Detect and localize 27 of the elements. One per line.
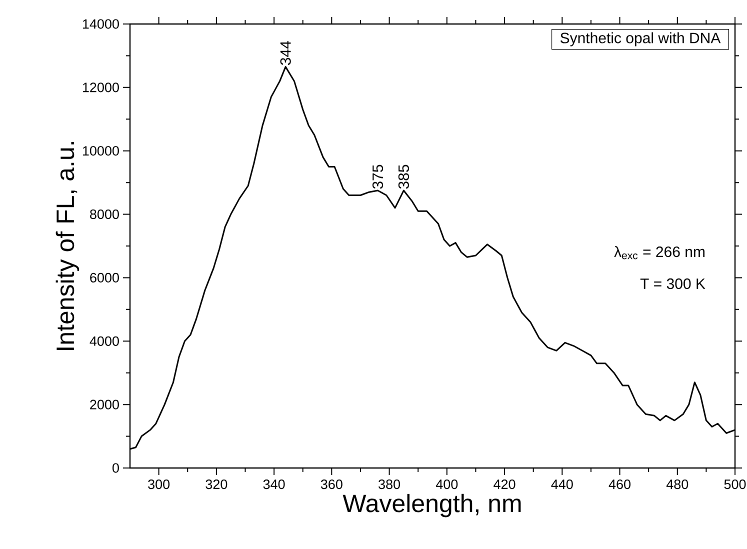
y-axis-title: Intensity of FL, a.u.	[56, 142, 80, 350]
x-tick-label: 460	[608, 480, 631, 490]
x-tick-label: 380	[378, 480, 400, 490]
x-tick-label: 440	[551, 480, 573, 490]
y-tick-label: 0	[112, 463, 119, 473]
annotation: λ$_{exc}$ = 266 nm	[614, 246, 704, 260]
x-tick-label: 480	[666, 480, 688, 490]
y-tick-label: 8000	[90, 210, 119, 220]
x-tick-label: 320	[206, 480, 228, 490]
y-tick-label: 4000	[90, 336, 119, 346]
x-tick-label: 400	[436, 480, 458, 490]
x-axis-title: Wavelength, nm	[342, 494, 521, 518]
y-tick-label: 14000	[82, 19, 119, 29]
x-tick-label: 340	[263, 480, 285, 490]
y-tick-label: 2000	[90, 400, 119, 410]
annotation: 344	[280, 41, 291, 66]
x-tick-label: 360	[320, 480, 342, 490]
x-tick-label: 300	[148, 480, 170, 490]
annotation: 375	[372, 164, 384, 189]
x-tick-label: 500	[724, 480, 746, 490]
x-tick-label: 420	[494, 480, 516, 490]
annotation: 385	[398, 164, 409, 189]
annotation: T = 300 K	[640, 278, 706, 290]
y-tick-label: 10000	[82, 146, 119, 156]
y-tick-label: 6000	[90, 272, 119, 282]
y-tick-label: 12000	[82, 82, 119, 92]
annotation: Synthetic opal with DNA	[560, 32, 721, 46]
